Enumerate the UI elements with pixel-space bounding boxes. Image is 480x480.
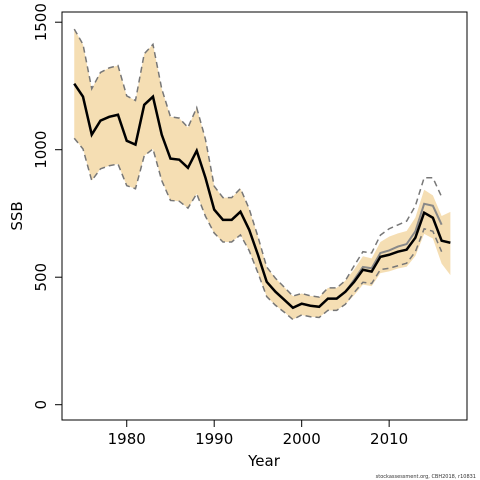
x-tick-label: 2000 (283, 430, 321, 448)
dashed-line (73, 28, 443, 298)
y-tick-label: 0 (32, 400, 50, 410)
y-axis-label: SSB (8, 201, 26, 230)
y-tick-label: 1500 (32, 3, 50, 41)
x-tick-label: 2010 (370, 430, 408, 448)
dashed-line (73, 137, 443, 321)
plot-frame (61, 11, 468, 421)
line (73, 82, 451, 310)
footnote: stockassessment.org, CBH2018, r10831 (376, 474, 476, 480)
x-tick-label: 1980 (108, 430, 146, 448)
x-tick-label: 1990 (195, 430, 233, 448)
y-tick-label: 500 (32, 263, 50, 292)
x-axis-label: Year (247, 452, 281, 470)
confidence-band (74, 29, 451, 320)
y-tick-label: 1000 (32, 131, 50, 169)
